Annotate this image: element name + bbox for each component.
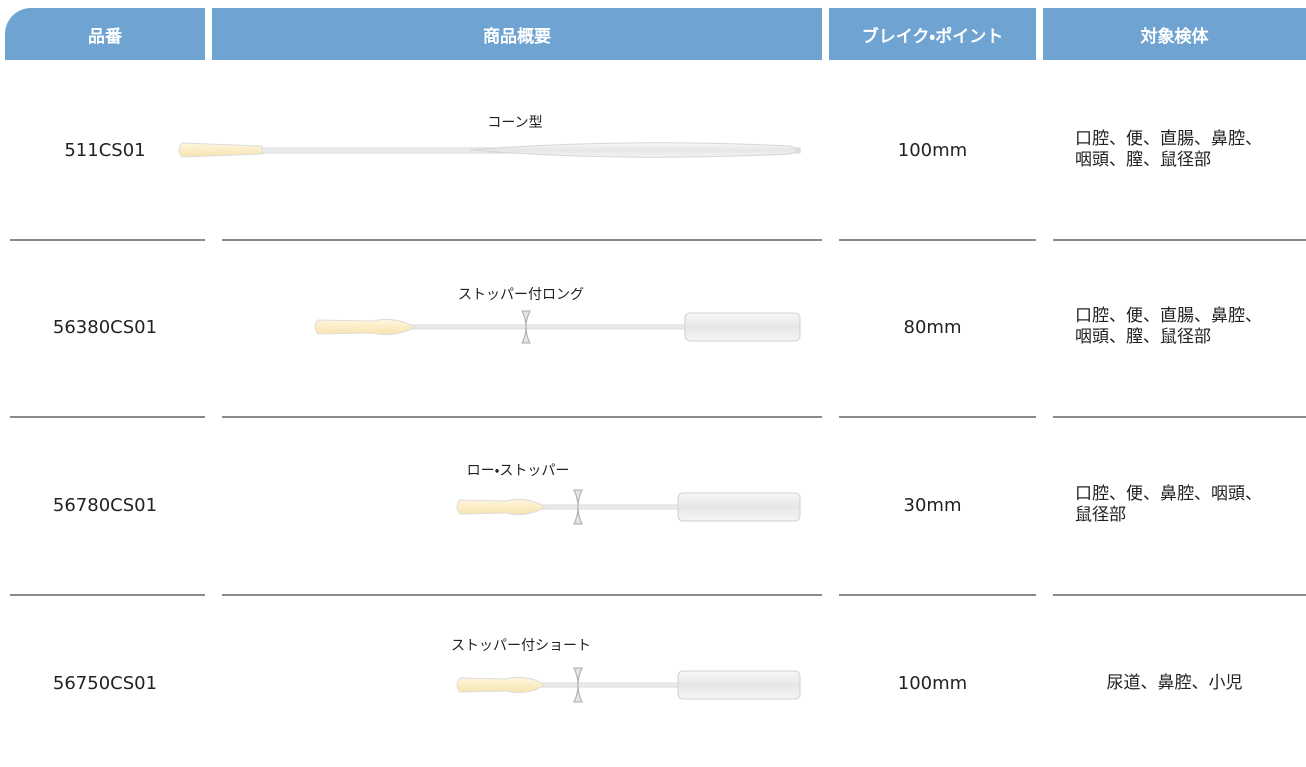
row-separator	[10, 238, 205, 241]
row-separator	[222, 416, 822, 418]
product-name: ロー・ストッパー	[466, 463, 570, 479]
product-code: 56750CS01	[52, 672, 158, 694]
row-separator	[839, 416, 1036, 418]
swab	[178, 142, 802, 158]
break-point: 100mm	[897, 672, 968, 694]
specimen-line: 口腔、便、直腸、鼻腔、	[1075, 306, 1262, 326]
specimen-line: 尿道、鼻腔、小児	[1106, 672, 1243, 693]
specimens: 口腔、便、直腸、鼻腔、 咽頭、膣、鼠径部	[1043, 297, 1306, 357]
break-point: 30mm	[903, 494, 962, 516]
specimen-line: 鼠径部	[1075, 505, 1126, 525]
header-cell: 品番	[5, 8, 205, 60]
specimens: 口腔、便、直腸、鼻腔、 咽頭、膣、鼠径部	[1043, 120, 1306, 180]
header-cell: ブレイク・ポイント	[829, 8, 1036, 60]
specimens: 口腔、便、鼻腔、咽頭、 鼠径部	[1043, 475, 1306, 535]
row-separator	[222, 238, 822, 241]
row-separator	[222, 594, 822, 596]
product-code: 56380CS01	[52, 316, 158, 338]
specimen-line: 咽頭、膣、鼠径部	[1075, 327, 1211, 347]
product-code: 511CS01	[64, 139, 146, 161]
row-separator	[1053, 238, 1306, 241]
row-separator	[1053, 416, 1306, 418]
specimen-line: 口腔、便、直腸、鼻腔、	[1075, 129, 1262, 149]
specimen-line: 口腔、便、鼻腔、咽頭、	[1075, 484, 1262, 504]
header-cell: 対象検体	[1043, 8, 1306, 60]
swab	[456, 489, 801, 525]
product-name: ストッパー付ショート	[451, 638, 591, 654]
swab	[456, 667, 801, 703]
break-point: 100mm	[897, 139, 968, 161]
row-separator	[839, 238, 1036, 241]
specimen-line: 咽頭、膣、鼠径部	[1075, 150, 1211, 170]
swab	[314, 310, 801, 344]
row-separator	[839, 594, 1036, 596]
row-separator	[1053, 594, 1306, 596]
row-separator	[10, 594, 205, 596]
break-point: 80mm	[903, 316, 962, 338]
product-name: ストッパー付ロング	[458, 287, 584, 303]
row-separator	[10, 416, 205, 418]
specimens: 尿道、鼻腔、小児	[1043, 653, 1306, 713]
product-name: コーン型	[487, 115, 543, 131]
product-code: 56780CS01	[52, 494, 158, 516]
header-cell: 商品概要	[212, 8, 822, 60]
